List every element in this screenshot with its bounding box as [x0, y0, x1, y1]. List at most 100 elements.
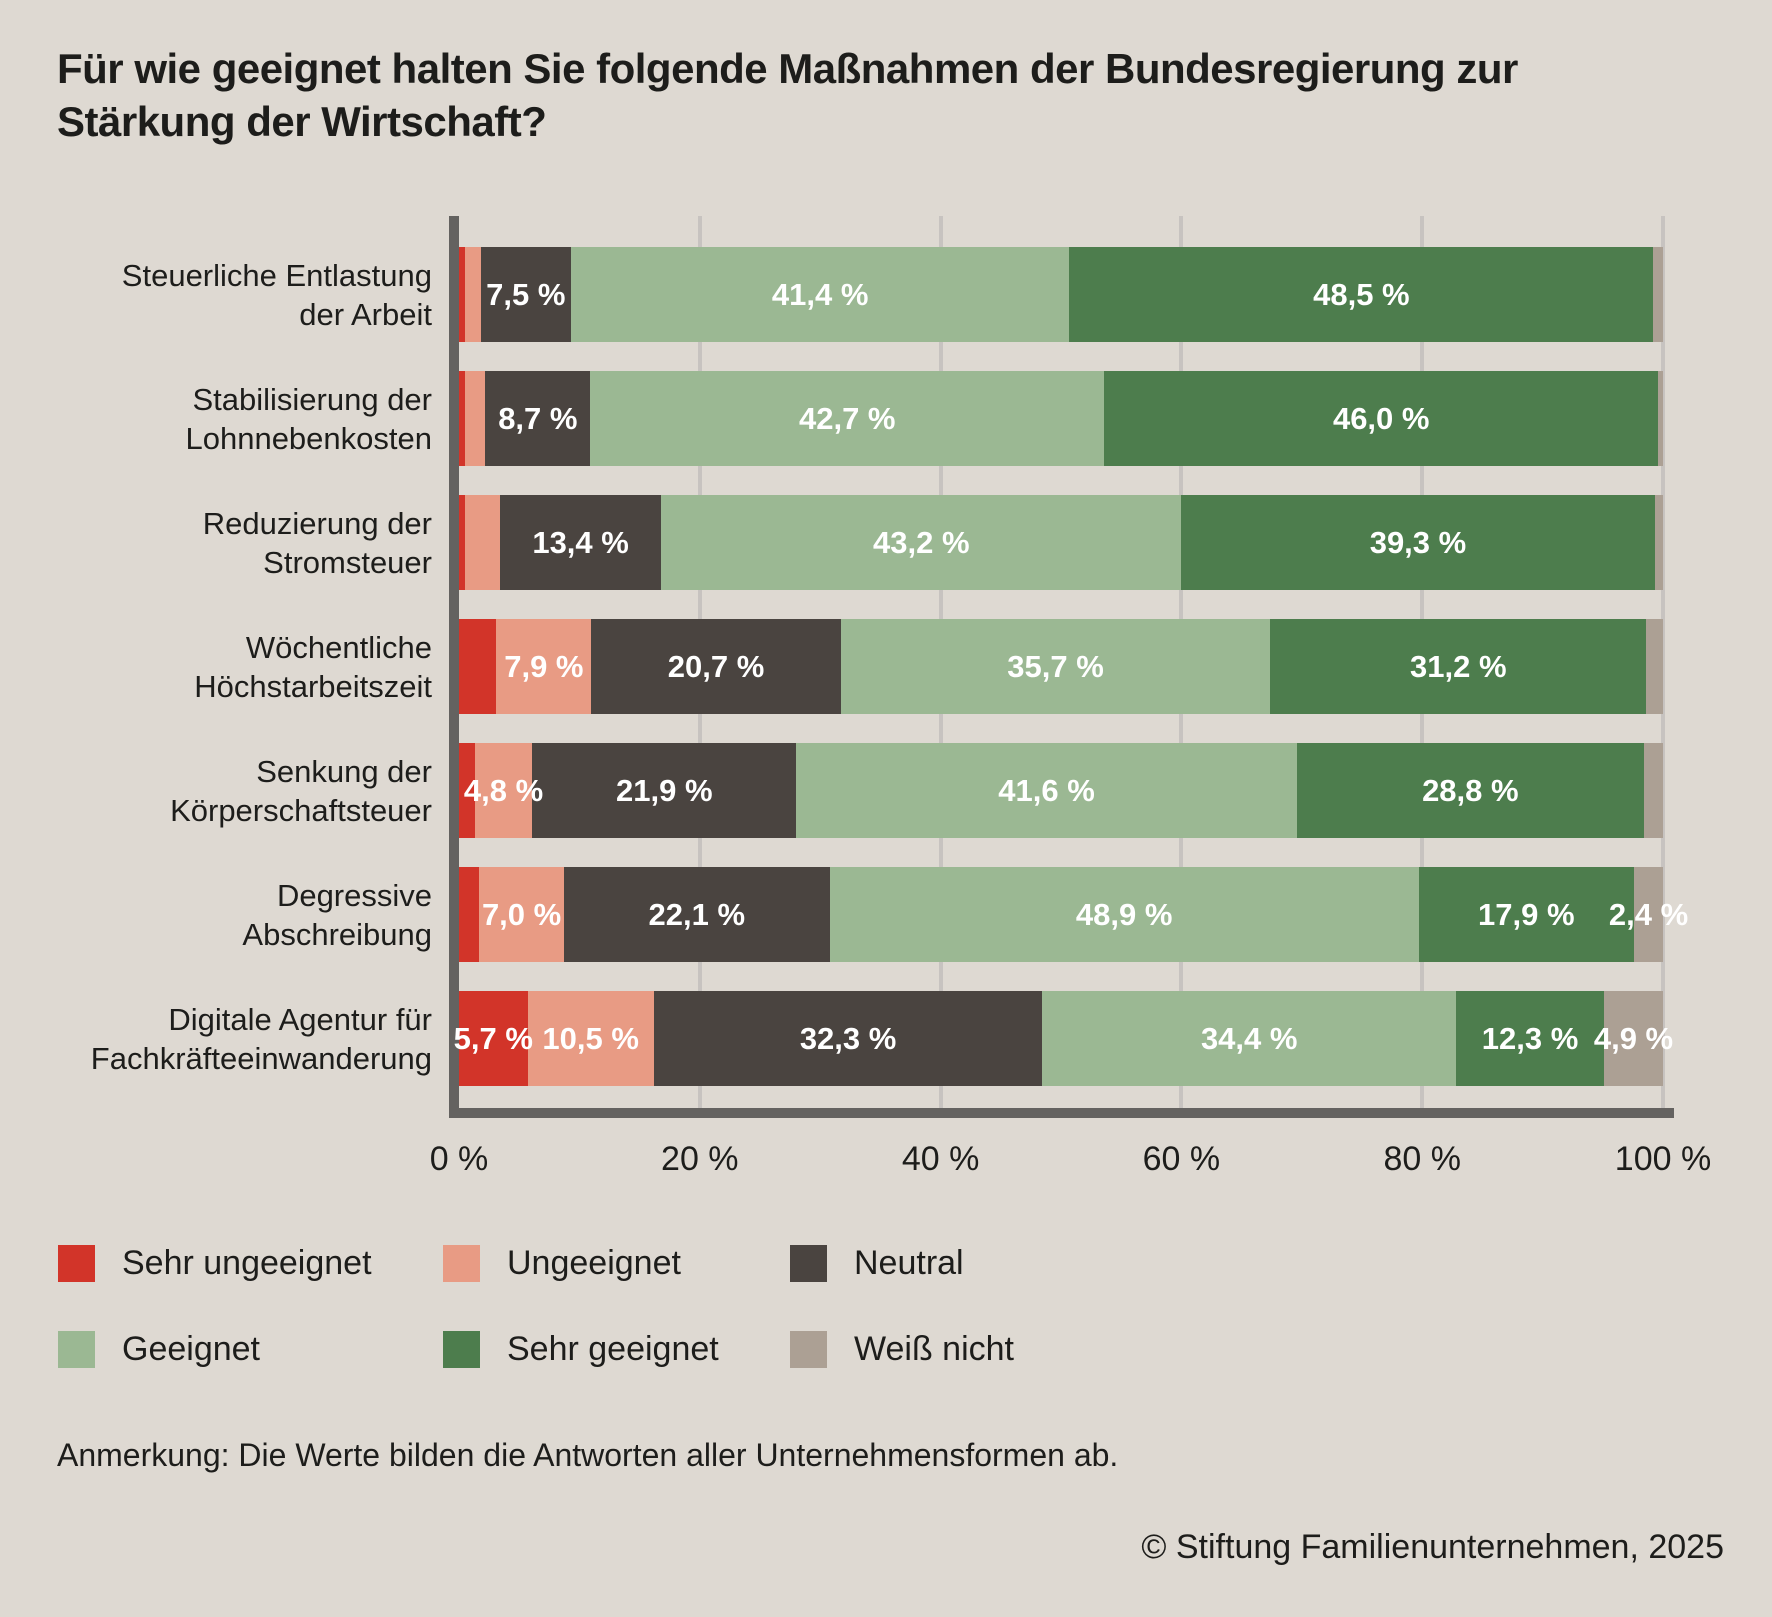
segment-value-label: 17,9 %: [1478, 897, 1575, 932]
category-label-line: Reduzierung der: [202, 505, 432, 541]
legend-label: Neutral: [854, 1244, 964, 1282]
bar-segment: 48,9 %: [829, 867, 1419, 962]
legend-item: Sehr ungeeignet: [58, 1244, 372, 1283]
legend-item: Ungeeignet: [443, 1244, 681, 1283]
bar-segment: 42,7 %: [590, 371, 1105, 466]
segment-value-label: 42,7 %: [798, 401, 896, 436]
segment-value-label: 21,9 %: [616, 773, 713, 808]
segment-value-label: 34,4 %: [1200, 1021, 1298, 1056]
x-axis-tick-label: 40 %: [901, 1140, 980, 1178]
bar-segment: 20,7 %: [591, 619, 841, 714]
category-label-line: Abschreibung: [242, 916, 432, 952]
bar: 13,4 % 43,2 % 39,3 %: [459, 495, 1663, 590]
segment-value-label: 43,2 %: [873, 525, 970, 560]
bar-segment: [465, 371, 486, 466]
category-label-line: Stabilisierung der: [192, 381, 432, 417]
x-axis-tick-label: 80 %: [1383, 1140, 1461, 1178]
category-label-line: Wöchentliche: [245, 629, 432, 665]
bar-segment: 32,3 %: [653, 991, 1043, 1086]
segment-value-label: 39,3 %: [1369, 525, 1467, 560]
category-label: Steuerliche Entlastung der Arbeit: [30, 256, 432, 334]
bar: 4,8 % 21,9 % 41,6 % 28,8 %: [459, 743, 1663, 838]
copyright-line: © Stiftung Familienunternehmen, 2025: [1141, 1528, 1724, 1566]
bar-segment: [459, 619, 497, 714]
x-axis-tick-label: 60 %: [1142, 1140, 1221, 1178]
category-label: Wöchentliche Höchstarbeitszeit: [30, 628, 432, 706]
x-axis-tick-label: 20 %: [661, 1140, 739, 1178]
legend-label: Ungeeignet: [507, 1244, 681, 1282]
bar-segment: 28,8 %: [1296, 743, 1644, 838]
segment-value-label: 4,9 %: [1593, 1021, 1674, 1056]
legend-item: Sehr geeignet: [443, 1330, 719, 1369]
legend-item: Neutral: [790, 1244, 964, 1283]
bar-segment: [459, 371, 466, 466]
legend-label: Geeignet: [122, 1330, 260, 1368]
legend-swatch: [58, 1245, 95, 1282]
segment-value-label: 32,3 %: [799, 1021, 897, 1056]
category-label-line: Senkung der: [256, 753, 432, 789]
category-label-line: Steuerliche Entlastung: [121, 257, 432, 293]
bar-segment: 22,1 %: [563, 867, 830, 962]
bar-segment: 48,5 %: [1069, 247, 1654, 342]
bar-segment: 7,5 %: [480, 247, 571, 342]
segment-value-label: 7,0 %: [481, 897, 562, 932]
segment-value-label: 22,1 %: [648, 897, 746, 932]
segment-value-label: 41,4 %: [771, 277, 869, 312]
bar: 8,7 % 42,7 % 46,0 %: [459, 371, 1663, 466]
y-axis-line: [449, 216, 459, 1108]
category-label-line: Körperschaftsteuer: [170, 792, 432, 828]
segment-value-label: 7,5 %: [486, 277, 566, 312]
category-label: Reduzierung der Stromsteuer: [30, 504, 432, 582]
segment-value-label: 48,9 %: [1075, 897, 1173, 932]
category-label-line: Höchstarbeitszeit: [194, 668, 432, 704]
legend-swatch: [443, 1245, 480, 1282]
bar-segment: [1653, 247, 1663, 342]
category-label-line: Lohnnebenkosten: [185, 420, 432, 456]
bar-segment: [1643, 743, 1663, 838]
segment-value-label: 5,7 %: [453, 1021, 533, 1056]
chart-note: Anmerkung: Die Werte bilden die Antworte…: [57, 1437, 1119, 1473]
legend-swatch: [58, 1331, 95, 1368]
bar-segment: 46,0 %: [1104, 371, 1659, 466]
category-label-line: Fachkräfteeinwanderung: [90, 1040, 432, 1076]
bar-segment: 4,9 %: [1594, 991, 1673, 1086]
x-axis-line: [449, 1108, 1674, 1118]
bar-segment: 41,4 %: [570, 247, 1070, 342]
category-label: Digitale Agentur für Fachkräfteeinwanderu…: [30, 1000, 432, 1078]
bar-segment: [465, 247, 481, 342]
segment-value-label: 7,9 %: [504, 649, 584, 684]
segment-value-label: 48,5 %: [1313, 277, 1410, 312]
segment-value-label: 20,7 %: [667, 649, 765, 684]
bar-segment: 10,5 %: [527, 991, 654, 1086]
bar-segment: 13,4 %: [499, 495, 662, 590]
bar-segment: 17,9 %: [1418, 867, 1635, 962]
bar-segment: 31,2 %: [1270, 619, 1647, 714]
legend-item: Weiß nicht: [790, 1330, 1014, 1369]
category-label-line: Stromsteuer: [263, 544, 432, 580]
bar-segment: 7,0 %: [479, 867, 564, 962]
bar: 7,0 % 22,1 % 48,9 % 17,9 % 2,4 %: [459, 867, 1688, 962]
x-axis-tick-label: 100 %: [1614, 1140, 1712, 1178]
bar-segment: 41,6 %: [796, 743, 1297, 838]
bar: 7,9 % 20,7 % 35,7 % 31,2 %: [459, 619, 1663, 714]
legend-label: Sehr ungeeignet: [122, 1244, 372, 1282]
bar-segment: 39,3 %: [1181, 495, 1655, 590]
legend-item: Geeignet: [58, 1330, 260, 1369]
legend-swatch: [790, 1331, 827, 1368]
segment-value-label: 13,4 %: [532, 525, 629, 560]
bar-segment: [459, 743, 475, 838]
legend-swatch: [443, 1331, 480, 1368]
bar-segment: 12,3 %: [1456, 991, 1605, 1086]
bar-segment: 5,7 %: [454, 991, 533, 1086]
bar-segment: [465, 495, 500, 590]
bar-segment: 4,8 %: [464, 743, 543, 838]
segment-value-label: 28,8 %: [1422, 773, 1519, 808]
segment-value-label: 8,7 %: [498, 401, 578, 436]
bar: 5,7 % 10,5 % 32,3 % 34,4 % 12,3 % 4,9 %: [454, 991, 1673, 1086]
gridline: [1661, 216, 1665, 1108]
bar-segment: 8,7 %: [485, 371, 591, 466]
bar-segment: 2,4 %: [1609, 867, 1688, 962]
segment-value-label: 12,3 %: [1481, 1021, 1579, 1056]
plot-area: 7,5 % 41,4 % 48,5 % 8,7 % 42,7 % 46,0 % 13,4 %…: [454, 216, 1688, 1108]
